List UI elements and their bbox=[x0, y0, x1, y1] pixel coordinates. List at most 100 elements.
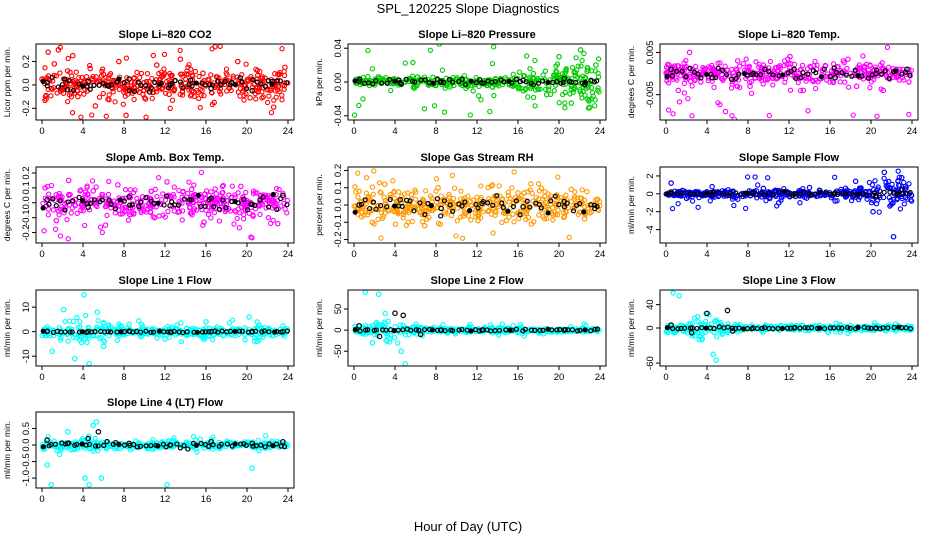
cloud-point bbox=[844, 65, 850, 71]
cloud-point bbox=[584, 188, 590, 195]
data-point bbox=[686, 49, 693, 56]
cloud-point bbox=[55, 208, 62, 214]
data-point bbox=[188, 87, 195, 94]
cloud-point bbox=[148, 188, 154, 194]
cloud-point bbox=[74, 210, 80, 217]
cloud-point bbox=[441, 209, 448, 215]
black-point bbox=[501, 79, 507, 85]
outlier-point bbox=[89, 178, 96, 184]
data-point bbox=[123, 112, 129, 119]
cloud-point bbox=[73, 69, 79, 75]
cloud-point bbox=[388, 332, 394, 339]
black-point bbox=[165, 85, 171, 91]
black-point bbox=[582, 327, 588, 333]
cloud-point bbox=[100, 90, 106, 97]
data-point bbox=[666, 62, 672, 68]
black-point bbox=[384, 204, 390, 210]
panel-title: Slope Line 1 Flow bbox=[119, 275, 212, 287]
outlier-point bbox=[355, 170, 361, 176]
x-tick-label: 24 bbox=[595, 126, 606, 137]
cloud-point bbox=[179, 217, 185, 223]
cloud-point bbox=[77, 188, 83, 194]
black-point bbox=[116, 76, 122, 82]
cloud-point bbox=[85, 192, 91, 198]
cloud-point bbox=[243, 91, 249, 97]
cloud-point bbox=[589, 90, 596, 96]
cloud-point bbox=[419, 212, 425, 218]
data-point bbox=[713, 357, 720, 363]
black-point bbox=[749, 190, 755, 196]
plot-frame bbox=[35, 166, 295, 244]
outlier-point bbox=[832, 174, 838, 180]
black-point bbox=[262, 83, 269, 90]
black-point bbox=[462, 81, 469, 88]
outlier-point bbox=[903, 327, 909, 333]
cloud-point bbox=[122, 93, 128, 99]
black-point bbox=[532, 327, 538, 333]
black-point bbox=[67, 329, 73, 335]
cloud-point bbox=[842, 79, 848, 85]
data-point bbox=[162, 336, 168, 342]
panel-title: Slope Li–820 CO2 bbox=[119, 29, 212, 41]
cloud-point bbox=[100, 191, 106, 198]
mean-point bbox=[44, 196, 50, 203]
black-point bbox=[481, 80, 487, 86]
x-tick-label: 20 bbox=[242, 372, 253, 383]
black-point bbox=[44, 328, 51, 334]
mean-point bbox=[85, 78, 91, 85]
cloud-point bbox=[767, 58, 774, 65]
cloud-point bbox=[281, 86, 287, 92]
black-point bbox=[403, 76, 409, 82]
data-point bbox=[82, 475, 88, 481]
black-point bbox=[805, 71, 811, 77]
y-tick-label: -60 bbox=[645, 356, 656, 370]
black-point bbox=[776, 189, 782, 196]
black-point bbox=[797, 191, 804, 197]
black-point bbox=[694, 325, 700, 332]
cloud-point bbox=[136, 74, 143, 81]
cloud-point bbox=[241, 97, 247, 103]
black-point bbox=[216, 206, 222, 212]
cloud-point bbox=[403, 206, 409, 212]
outlier-point bbox=[152, 186, 158, 193]
cloud-point bbox=[400, 215, 406, 221]
cloud-point bbox=[279, 97, 285, 103]
cloud-point bbox=[104, 212, 110, 219]
outlier-point bbox=[65, 236, 71, 242]
cloud-point bbox=[47, 196, 53, 202]
cloud-point bbox=[880, 194, 887, 201]
outlier-point bbox=[260, 94, 266, 100]
black-point bbox=[459, 76, 465, 83]
data-point bbox=[476, 83, 482, 90]
mean-point bbox=[95, 429, 102, 435]
cloud-point bbox=[373, 319, 380, 326]
outlier-point bbox=[556, 100, 562, 106]
outlier-point bbox=[42, 65, 48, 71]
outlier-point bbox=[523, 53, 530, 59]
black-point bbox=[258, 81, 264, 87]
black-point bbox=[188, 197, 195, 203]
outlier-point bbox=[731, 116, 737, 120]
black-point bbox=[496, 327, 503, 334]
cloud-point bbox=[595, 74, 602, 80]
black-point bbox=[241, 196, 247, 202]
cloud-point bbox=[119, 211, 125, 217]
black-point bbox=[473, 80, 479, 86]
black-point bbox=[55, 84, 61, 90]
outlier-point bbox=[681, 60, 687, 66]
black-point bbox=[725, 324, 731, 330]
data-point bbox=[94, 309, 101, 315]
cloud-point bbox=[254, 190, 260, 196]
outlier-point bbox=[84, 183, 90, 189]
black-point bbox=[57, 198, 63, 204]
black-point bbox=[172, 77, 178, 84]
cloud-point bbox=[846, 84, 852, 90]
cloud-point bbox=[674, 77, 680, 83]
cloud-point bbox=[737, 84, 743, 91]
black-point bbox=[408, 327, 414, 333]
data-point bbox=[867, 62, 873, 68]
black-point bbox=[352, 327, 358, 333]
y-axis-label: Licor ppm per min. bbox=[2, 47, 12, 117]
black-point bbox=[284, 80, 290, 86]
cloud-point bbox=[149, 95, 155, 101]
